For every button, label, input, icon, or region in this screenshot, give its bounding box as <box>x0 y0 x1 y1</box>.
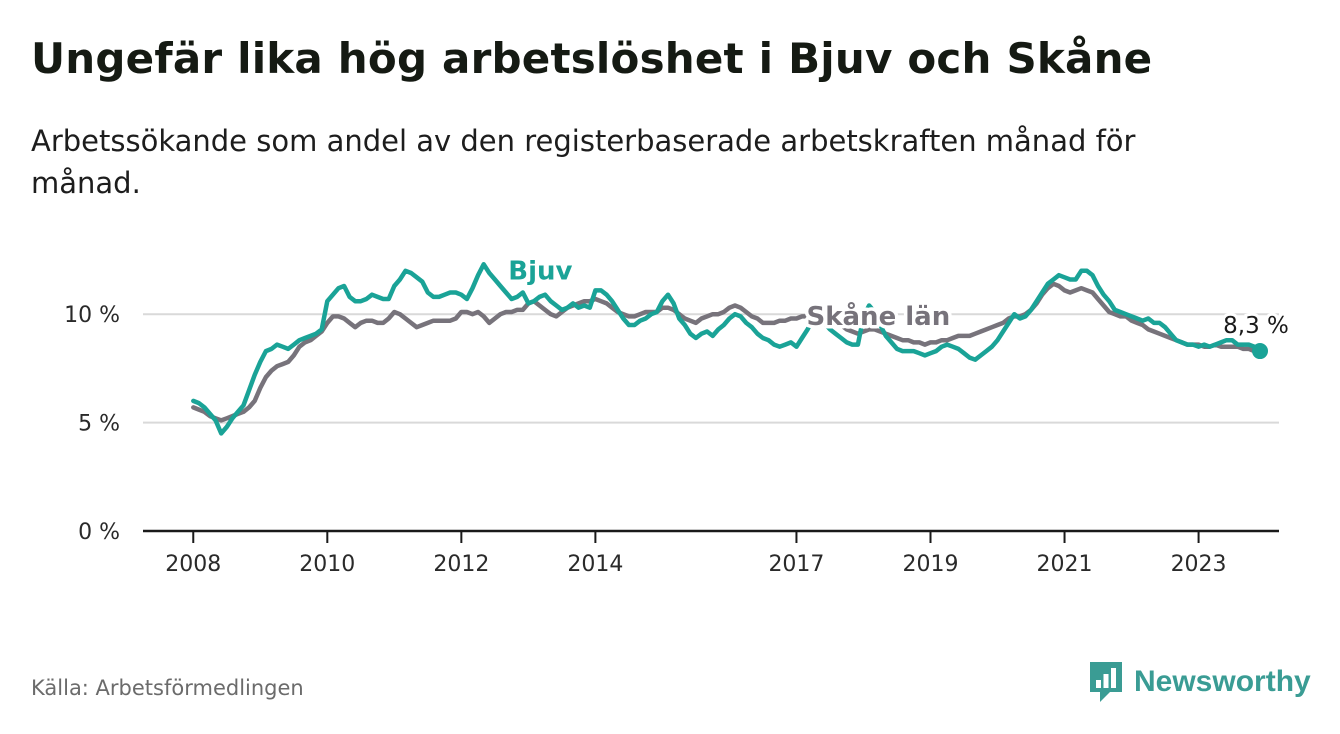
newsworthy-logo-icon <box>1090 662 1122 702</box>
x-tick-label: 2017 <box>768 552 824 577</box>
y-tick-label: 10 % <box>64 303 120 328</box>
end-point-marker <box>1252 343 1269 360</box>
y-tick-label: 5 % <box>78 412 120 437</box>
gridlines <box>143 313 1279 424</box>
chart-subtitle: Arbetssökande som andel av den registerb… <box>31 124 1136 200</box>
brand-logo: Newsworthy <box>1088 660 1311 704</box>
x-tick-label: 2023 <box>1171 552 1227 577</box>
series-labels: Bjuv Skåne län 8,3 % <box>505 253 1292 342</box>
y-tick-label: 0 % <box>78 520 120 545</box>
source-note: Källa: Arbetsförmedlingen <box>31 676 304 700</box>
x-tick-label: 2008 <box>165 552 221 577</box>
chart-title: Ungefär lika hög arbetslöshet i Bjuv och… <box>31 34 1153 83</box>
x-tick-label: 2010 <box>299 552 355 577</box>
brand-name: Newsworthy <box>1134 665 1311 698</box>
end-value-label: 8,3 % <box>1223 313 1289 339</box>
series-label-skane: Skåne län <box>807 300 951 332</box>
x-tick-label: 2021 <box>1037 552 1093 577</box>
axes: 0 % 5 % 10 % 2008 2010 2012 2014 2017 2019 2021 20… <box>64 303 1279 577</box>
series-lines <box>191 262 1269 436</box>
x-tick-label: 2012 <box>433 552 489 577</box>
series-label-bjuv: Bjuv <box>508 257 572 287</box>
x-tick-label: 2014 <box>567 552 623 577</box>
series-line-skane <box>191 281 1263 423</box>
series-line-bjuv <box>191 262 1263 436</box>
x-tick-label: 2019 <box>902 552 958 577</box>
